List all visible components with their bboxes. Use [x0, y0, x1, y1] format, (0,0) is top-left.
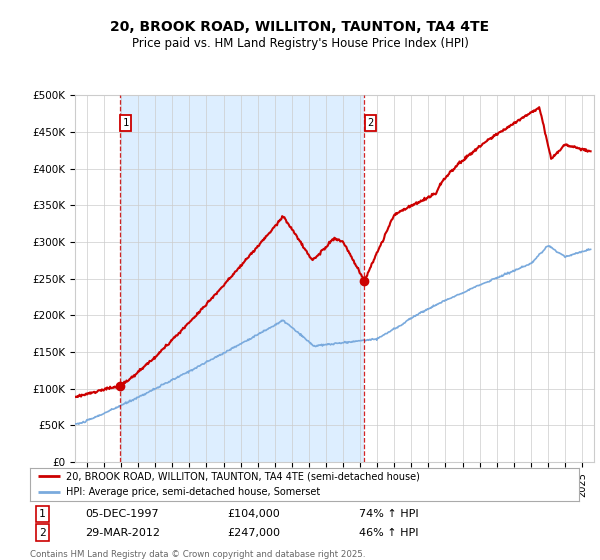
Text: 20, BROOK ROAD, WILLITON, TAUNTON, TA4 4TE: 20, BROOK ROAD, WILLITON, TAUNTON, TA4 4…: [110, 20, 490, 34]
Text: 29-MAR-2012: 29-MAR-2012: [85, 528, 160, 538]
Text: 46% ↑ HPI: 46% ↑ HPI: [359, 528, 419, 538]
Text: 1: 1: [39, 509, 46, 519]
Text: 1: 1: [122, 118, 129, 128]
Text: 2: 2: [39, 528, 46, 538]
Text: 74% ↑ HPI: 74% ↑ HPI: [359, 509, 419, 519]
Text: Contains HM Land Registry data © Crown copyright and database right 2025.
This d: Contains HM Land Registry data © Crown c…: [30, 550, 365, 560]
Text: £104,000: £104,000: [227, 509, 280, 519]
Text: HPI: Average price, semi-detached house, Somerset: HPI: Average price, semi-detached house,…: [65, 487, 320, 497]
Text: 05-DEC-1997: 05-DEC-1997: [85, 509, 158, 519]
Text: Price paid vs. HM Land Registry's House Price Index (HPI): Price paid vs. HM Land Registry's House …: [131, 37, 469, 50]
Text: 20, BROOK ROAD, WILLITON, TAUNTON, TA4 4TE (semi-detached house): 20, BROOK ROAD, WILLITON, TAUNTON, TA4 4…: [65, 472, 419, 482]
Text: £247,000: £247,000: [227, 528, 281, 538]
Bar: [120, 95, 364, 462]
Text: 2: 2: [367, 118, 373, 128]
